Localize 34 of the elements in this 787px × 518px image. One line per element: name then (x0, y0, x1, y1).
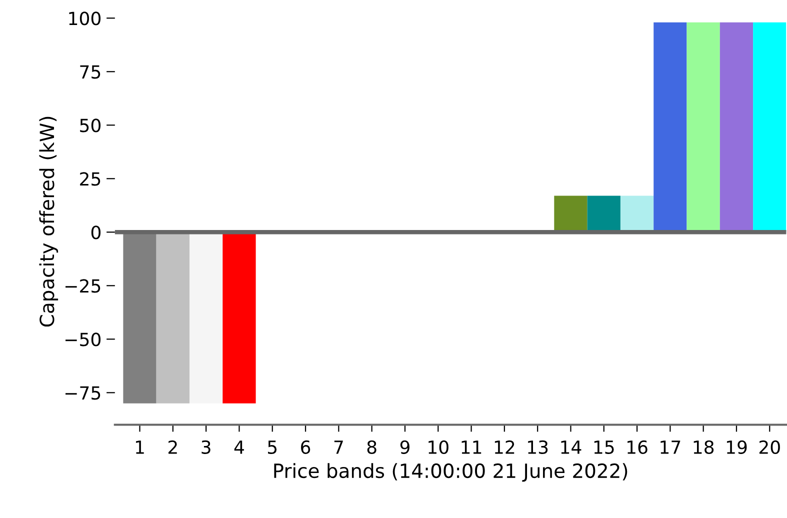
x-tick-label: 8 (367, 440, 376, 454)
y-tick-label: 75 (80, 65, 100, 79)
x-tick-label: 7 (334, 440, 343, 454)
x-tick-label: 5 (268, 440, 277, 454)
x-tick-label: 20 (759, 440, 780, 454)
bar (222, 232, 256, 404)
x-tick-label: 18 (694, 440, 714, 454)
y-axis-title: Capacity offered (kW) (39, 116, 58, 327)
y-tick-label: −25 (66, 279, 100, 293)
y-tick-label: −75 (66, 386, 100, 400)
y-tick-label: 25 (80, 172, 100, 186)
x-tick-label: 16 (628, 440, 648, 454)
x-tick-label: 13 (528, 440, 548, 454)
x-tick-label: 4 (234, 440, 244, 454)
x-tick-label: 14 (561, 440, 582, 454)
bar (753, 22, 786, 232)
x-axis-title: Price bands (14:00:00 21 June 2022) (274, 463, 628, 482)
x-tick-label: 10 (428, 440, 448, 454)
x-tick-label: 3 (202, 440, 210, 454)
x-tick-label: 15 (594, 440, 614, 454)
y-tick-label: 100 (69, 12, 101, 26)
y-tick-label: −50 (66, 332, 101, 346)
x-tick-label: 6 (301, 440, 310, 454)
y-tick-label: 50 (80, 118, 101, 132)
bar (123, 232, 156, 404)
x-tick-label: 9 (400, 440, 410, 454)
x-tick-label: 11 (462, 440, 482, 454)
x-tick-label: 2 (168, 440, 177, 454)
x-tick-label: 1 (136, 440, 144, 454)
x-tick-label: 19 (726, 440, 747, 454)
bar (156, 232, 190, 404)
x-tick-label: 12 (494, 440, 514, 454)
x-tick-label: 17 (660, 440, 680, 454)
y-tick-label: 0 (91, 226, 101, 240)
